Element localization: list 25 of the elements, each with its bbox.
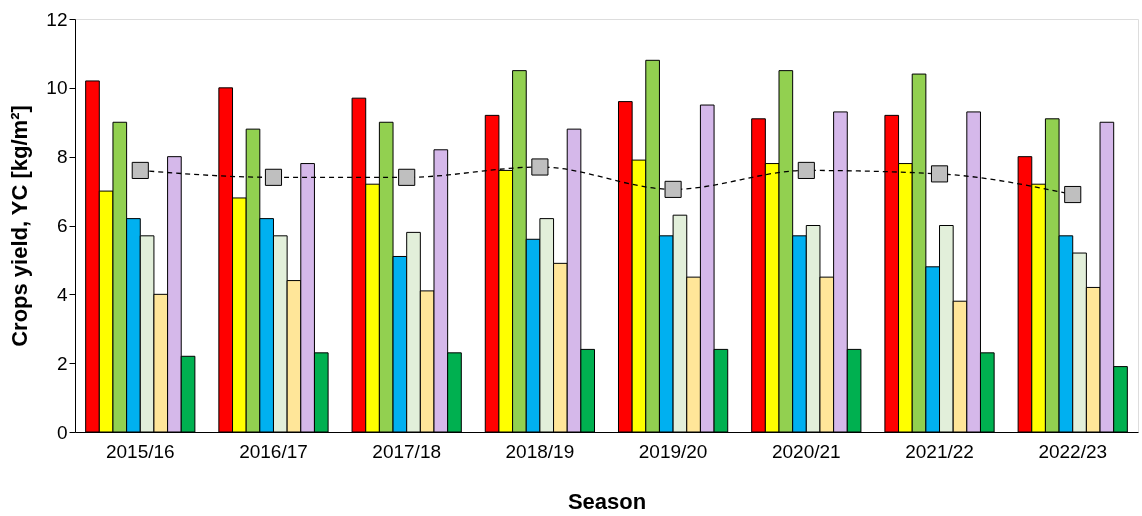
point [264,168,283,186]
x-tick-label: 2016/17 [239,440,308,462]
x-tick-label: 2018/19 [505,440,575,462]
x-tick-label: 2022/23 [1038,440,1108,462]
x-tick-label: 2017/18 [372,440,442,462]
y-tick-label: 4 [56,283,68,305]
x-tick-label: 2015/16 [105,440,175,462]
y-tick-label: 2 [56,352,68,374]
y-tick-label: 8 [56,146,68,168]
x-tick-label: 2019/20 [638,440,708,462]
y-tick-label: 6 [56,215,68,236]
y-tick-label: 10 [46,77,68,99]
x-tick-label: 2021/22 [905,440,974,462]
point [664,180,682,198]
point [531,158,549,176]
point [930,165,949,183]
x-axis-title: Season [567,488,647,514]
x-tick-label: 2020/21 [771,440,841,462]
y-axis-title: Crops yield, YC [kg/m²] [7,105,33,347]
point [1064,185,1082,204]
y-tick-label: 12 [46,8,68,30]
point [131,161,149,179]
point [398,168,416,186]
y-tick-label: 0 [56,421,68,443]
point [797,161,815,179]
